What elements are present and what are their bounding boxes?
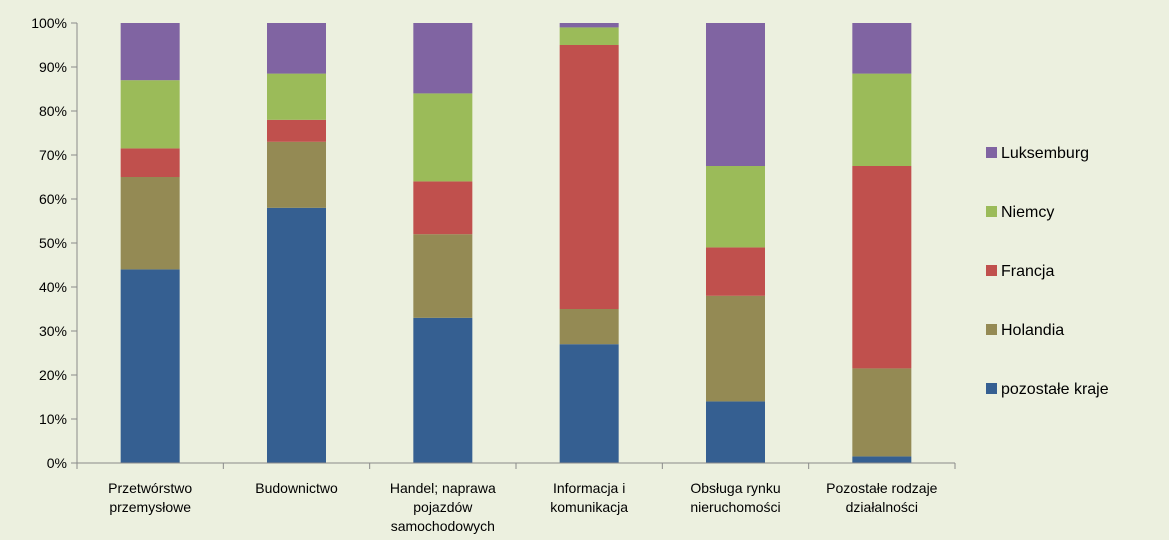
bar-segment-holandia: [267, 141, 326, 208]
y-tick-label: 50%: [39, 235, 67, 251]
x-category-label: Obsługa rynku: [690, 480, 780, 496]
x-category-label: Handel; naprawa: [390, 480, 496, 496]
bar-segment-niemcy: [559, 27, 619, 45]
bar-segment-pozostałe-kraje: [267, 207, 326, 463]
bar-segment-niemcy: [706, 166, 765, 248]
bar-segment-holandia: [559, 309, 619, 345]
x-category-label: samochodowych: [391, 518, 495, 534]
x-category-label: pojazdów: [413, 499, 473, 515]
bar-segment-niemcy: [852, 73, 912, 166]
y-tick-label: 20%: [39, 367, 67, 383]
legend-label: Holandia: [1001, 322, 1064, 339]
bar-segment-luksemburg: [852, 23, 912, 74]
bar-segment-niemcy: [413, 93, 473, 182]
bar-segment-luksemburg: [267, 23, 326, 74]
y-tick-label: 80%: [39, 103, 67, 119]
bar-segment-pozostałe-kraje: [120, 269, 180, 463]
y-tick-label: 40%: [39, 279, 67, 295]
bar-segment-luksemburg: [120, 23, 180, 81]
bar-segment-francja: [706, 247, 765, 296]
bar-segment-francja: [120, 148, 180, 177]
legend-swatch: [986, 147, 997, 158]
legend-label: Francja: [1001, 263, 1054, 280]
x-category-label: komunikacja: [550, 499, 628, 515]
x-category-label: Informacja i: [553, 480, 625, 496]
legend-label: Niemcy: [1001, 204, 1054, 221]
bar-segment-pozostałe-kraje: [559, 344, 619, 463]
legend-swatch: [986, 206, 997, 217]
bar-segment-holandia: [413, 234, 473, 318]
bar-segment-niemcy: [120, 80, 180, 149]
bar-segment-pozostałe-kraje: [706, 401, 765, 463]
legend-swatch: [986, 265, 997, 276]
x-category-label: Budownictwo: [255, 480, 338, 496]
x-category-label: nieruchomości: [690, 499, 780, 515]
bar-segment-niemcy: [267, 73, 326, 120]
bar-segment-francja: [413, 181, 473, 235]
bar-segment-francja: [559, 45, 619, 309]
y-tick-label: 0%: [47, 455, 67, 471]
bar-segment-francja: [267, 119, 326, 142]
bar-segment-francja: [852, 166, 912, 369]
legend-swatch: [986, 324, 997, 335]
bar-segment-holandia: [852, 368, 912, 457]
y-tick-label: 70%: [39, 147, 67, 163]
legend-label: Luksemburg: [1001, 145, 1089, 162]
bar-segment-pozostałe-kraje: [413, 317, 473, 463]
y-tick-label: 30%: [39, 323, 67, 339]
y-tick-label: 10%: [39, 411, 67, 427]
y-tick-label: 90%: [39, 59, 67, 75]
y-tick-label: 60%: [39, 191, 67, 207]
x-category-label: przemysłowe: [109, 499, 191, 515]
x-category-label: działalności: [846, 499, 918, 515]
y-tick-label: 100%: [31, 15, 67, 31]
bar-segment-holandia: [706, 295, 765, 402]
bar-segment-luksemburg: [559, 23, 619, 28]
bar-segment-holandia: [120, 177, 180, 270]
bar-segment-luksemburg: [413, 23, 473, 94]
legend-swatch: [986, 383, 997, 394]
bar-segment-pozostałe-kraje: [852, 456, 912, 463]
legend-label: pozostałe kraje: [1001, 381, 1109, 398]
bar-segment-luksemburg: [706, 23, 765, 166]
x-category-label: Przetwórstwo: [108, 480, 192, 496]
x-category-label: Pozostałe rodzaje: [826, 480, 938, 496]
